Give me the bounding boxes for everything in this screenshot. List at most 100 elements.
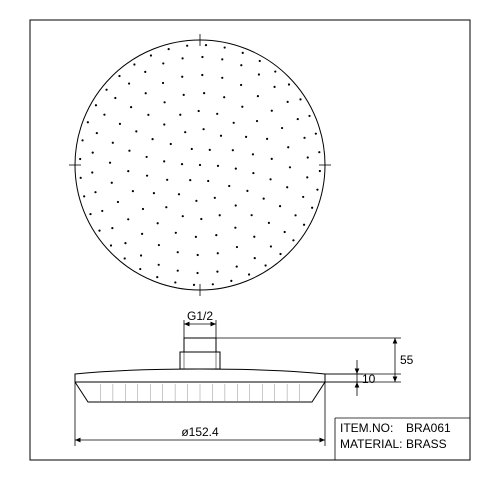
nozzle-dot	[103, 114, 105, 116]
nozzle-dot	[127, 218, 129, 220]
nozzle-dot	[273, 86, 275, 88]
nozzle-dot	[230, 280, 232, 282]
nozzle-dot	[195, 200, 197, 202]
nozzle-dot	[236, 246, 238, 248]
nozzle-dot	[303, 137, 305, 139]
nozzle-dot	[184, 131, 186, 133]
nozzle-dot	[101, 210, 103, 212]
nozzle-dot	[212, 283, 214, 285]
nozzle-dot	[83, 195, 85, 197]
nozzle-dot	[205, 44, 207, 46]
nozzle-dot	[219, 214, 221, 216]
nozzle-dot	[112, 142, 114, 144]
nozzle-dot	[271, 158, 273, 160]
nozzle-dot	[288, 83, 290, 85]
nozzle-dot	[162, 82, 164, 84]
nozzle-dot	[151, 138, 153, 140]
nozzle-dot	[279, 205, 281, 207]
nozzle-dot	[199, 164, 201, 166]
dim-label: ø152.4	[181, 425, 219, 439]
nozzle-dot	[258, 73, 260, 75]
nozzle-dot	[207, 180, 209, 182]
nozzle-dot	[178, 193, 180, 195]
nozzle-dot	[145, 92, 147, 94]
nozzle-dot	[79, 158, 81, 160]
nozzle-dot	[98, 229, 100, 231]
nozzle-dot	[147, 114, 149, 116]
nozzle-dot	[202, 128, 204, 130]
nozzle-dot	[248, 273, 250, 275]
side-view	[75, 338, 325, 402]
nozzle-dot	[144, 71, 146, 73]
nozzle-dot	[203, 92, 205, 94]
nozzle-dot	[182, 215, 184, 217]
nozzle-dot	[91, 171, 93, 173]
nozzle-dot	[246, 190, 248, 192]
nozzle-dot	[223, 96, 225, 98]
nozzle-dot	[286, 186, 288, 188]
nozzle-dot	[235, 204, 237, 206]
nozzle-dot	[214, 197, 216, 199]
nozzle-dot	[124, 257, 126, 259]
nozzle-dot	[153, 192, 155, 194]
nozzle-dot	[216, 113, 218, 115]
material-label: MATERIAL:	[340, 437, 402, 451]
nozzle-dot	[215, 234, 217, 236]
nozzle-dot	[217, 252, 219, 254]
nozzle-dot	[175, 232, 177, 234]
nozzle-dot	[105, 89, 107, 91]
nozzle-dot	[158, 264, 160, 266]
nozzle-dot	[81, 139, 83, 141]
dim-label: 55	[400, 353, 414, 367]
nozzle-dot	[89, 213, 91, 215]
thread-connector	[184, 338, 216, 352]
item-no-label: ITEM.NO:	[340, 421, 393, 435]
nozzle-dot	[200, 218, 202, 220]
nozzle-dot	[95, 104, 97, 106]
nozzle-dot	[124, 242, 126, 244]
nozzle-dot	[287, 146, 289, 148]
nozzle-dot	[270, 245, 272, 247]
nozzle-dot	[174, 281, 176, 283]
nozzle-dot	[232, 149, 234, 151]
nozzle-dot	[252, 172, 254, 174]
nozzle-dot	[146, 175, 148, 177]
dim-label: 10	[362, 372, 376, 386]
nozzle-dot	[157, 222, 159, 224]
nozzle-dot	[319, 170, 321, 172]
nozzle-dot	[163, 123, 165, 125]
nozzle-dot	[263, 198, 265, 200]
nozzle-dot	[158, 244, 160, 246]
nozzle-dot	[224, 46, 226, 48]
nozzle-dot	[284, 231, 286, 233]
nozzle-dot	[193, 284, 195, 286]
nozzle-dot	[156, 276, 158, 278]
nozzle-dot	[240, 84, 242, 86]
nozzle-dot	[287, 101, 289, 103]
nozzle-dot	[252, 153, 254, 155]
connector-nut	[180, 352, 220, 369]
nozzle-dot	[189, 179, 191, 181]
nozzle-dot	[242, 52, 244, 54]
nozzle-dot	[316, 189, 318, 191]
nozzle-dot	[306, 176, 308, 178]
nozzle-dot	[254, 257, 256, 259]
nozzle-dot	[141, 233, 143, 235]
nozzle-dot	[191, 148, 193, 150]
nozzle-dot	[196, 272, 198, 274]
nozzle-dot	[96, 132, 98, 134]
nozzle-dot	[217, 165, 219, 167]
nozzle-dot	[216, 270, 218, 272]
nozzle-dot	[195, 236, 197, 238]
nozzle-dot	[162, 62, 164, 64]
nozzle-dot	[279, 253, 281, 255]
nozzle-dot	[130, 106, 132, 108]
nozzle-dot	[181, 57, 183, 59]
nozzle-dot	[268, 222, 270, 224]
nozzle-dot	[164, 101, 166, 103]
nozzle-dot	[235, 167, 237, 169]
nozzle-dot	[142, 208, 144, 210]
nozzle-dot	[118, 75, 120, 77]
nozzle-dot	[140, 254, 142, 256]
nozzle-dot	[234, 227, 236, 229]
